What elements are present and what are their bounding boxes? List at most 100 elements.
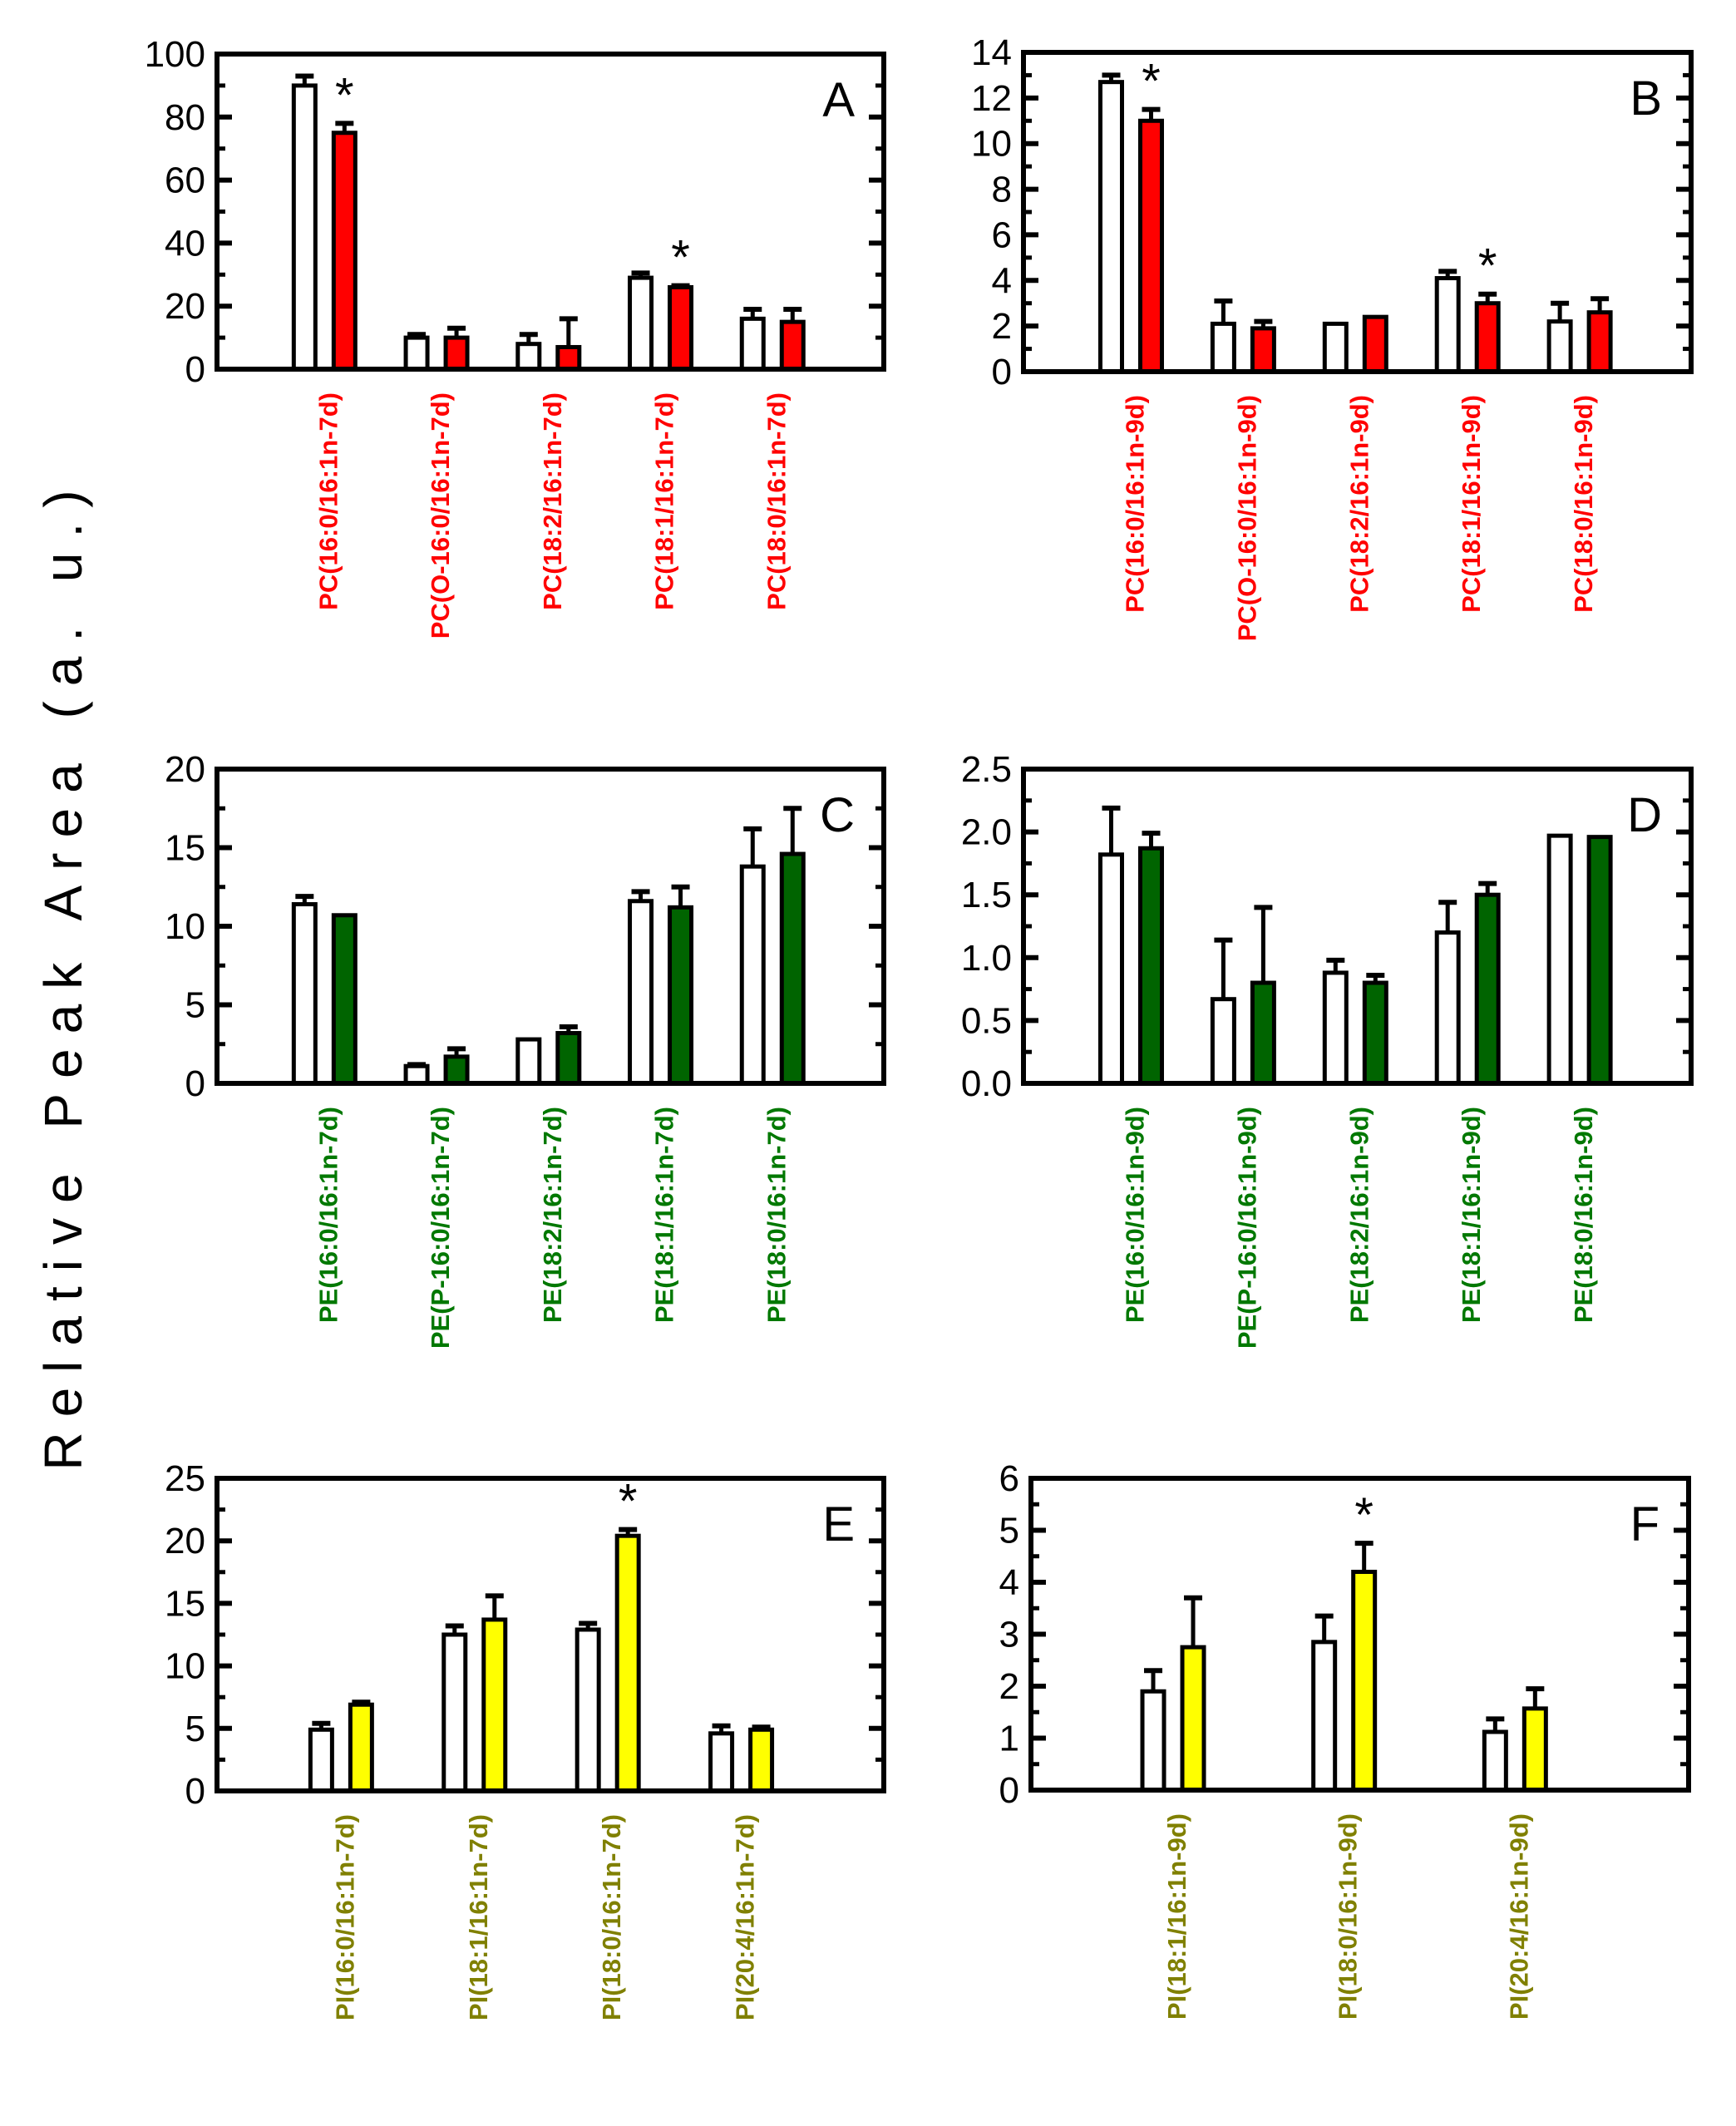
panel-letter: C xyxy=(820,788,855,842)
x-category-label: PE(18:0/16:1n-7d) xyxy=(762,1107,791,1323)
x-category-label: PC(O-16:0/16:1n-7d) xyxy=(426,392,455,639)
x-category-label: PC(18:2/16:1n-7d) xyxy=(538,392,567,610)
y-tick-label: 14 xyxy=(971,32,1012,73)
panel-d: 0.0 0.5 1.0 1.5 2.0 2.5 PE(16:0/16:1n-9d) PE(P-… xyxy=(961,749,1694,1349)
y-axis-label: Relative Peak Area (a. u.) xyxy=(33,475,93,1470)
y-tick-label: 1.5 xyxy=(961,875,1012,915)
bar-control xyxy=(628,275,654,372)
y-tick-label: 0.5 xyxy=(961,1000,1012,1041)
bar-control xyxy=(575,1627,601,1793)
bar-treated xyxy=(1362,980,1388,1086)
bar-treated xyxy=(555,1031,582,1086)
bar-control xyxy=(403,335,430,372)
bar-control xyxy=(1482,1729,1508,1793)
plot-frame xyxy=(215,767,886,1086)
plot-frame xyxy=(215,1476,886,1793)
bar-control xyxy=(515,1037,542,1086)
panel-c: 0 5 10 15 20 PE(16:0/16:1n-7d) PE(P-16:0/16:1n… xyxy=(165,749,886,1349)
plot-frame xyxy=(215,52,886,372)
bar-control xyxy=(308,1727,334,1793)
x-category-label: PE(16:0/16:1n-9d) xyxy=(1120,1107,1149,1323)
x-category-label: PC(18:2/16:1n-9d) xyxy=(1344,395,1374,613)
bar-treated xyxy=(331,913,358,1086)
panel-a: 0 20 40 60 80 100 * PC(16:0/16:1n-7d) PC(O-16:0/… xyxy=(145,34,886,639)
bar-treated xyxy=(1137,846,1164,1086)
y-tick-label: 1.0 xyxy=(961,938,1012,979)
y-tick-label: 10 xyxy=(165,1646,205,1687)
bar-treated xyxy=(1250,326,1276,374)
y-tick-label: 100 xyxy=(145,34,205,75)
x-category-label: PE(18:2/16:1n-9d) xyxy=(1344,1107,1374,1323)
y-tick-label: 0.0 xyxy=(961,1063,1012,1104)
bar-treated xyxy=(1250,980,1276,1086)
bar-treated xyxy=(481,1617,508,1793)
bar-treated xyxy=(614,1533,641,1793)
x-category-label: PI(20:4/16:1n-9d) xyxy=(1504,1813,1533,2020)
y-tick-label: 40 xyxy=(165,223,205,264)
y-tick-label: 4 xyxy=(992,260,1012,301)
x-category-label: PI(16:0/16:1n-7d) xyxy=(330,1814,359,2020)
y-tick-label: 60 xyxy=(165,160,205,201)
bar-treated xyxy=(1521,1706,1548,1793)
y-tick-label: 4 xyxy=(999,1562,1019,1603)
x-category-label: PC(18:1/16:1n-9d) xyxy=(1457,395,1486,613)
y-tick-label: 5 xyxy=(999,1511,1019,1551)
bar-treated xyxy=(555,344,582,372)
y-tick-label: 5 xyxy=(185,985,205,1026)
bar-control xyxy=(1311,1640,1338,1793)
y-tick-label: 2.5 xyxy=(961,749,1012,790)
panel-letter: A xyxy=(822,73,855,127)
bar-control xyxy=(1210,321,1236,374)
panel-letter: F xyxy=(1630,1497,1660,1551)
panel-letter: B xyxy=(1630,72,1662,126)
significance-star: * xyxy=(1142,55,1161,109)
bar-treated xyxy=(1474,301,1501,374)
bar-control xyxy=(441,1632,468,1793)
bar-treated xyxy=(1180,1645,1206,1793)
x-category-label: PE(18:0/16:1n-9d) xyxy=(1569,1107,1598,1323)
bar-treated xyxy=(779,319,806,372)
bar-control xyxy=(1322,970,1349,1086)
bar-treated xyxy=(443,1054,470,1086)
x-category-label: PC(O-16:0/16:1n-9d) xyxy=(1232,395,1261,641)
y-tick-label: 1 xyxy=(999,1719,1019,1759)
x-category-label: PI(18:0/16:1n-7d) xyxy=(597,1814,626,2020)
plot-frame xyxy=(1021,767,1694,1086)
x-category-label: PE(16:0/16:1n-7d) xyxy=(313,1107,343,1323)
y-tick-label: 6 xyxy=(992,215,1012,255)
bar-treated xyxy=(748,1727,775,1793)
x-category-label: PE(18:2/16:1n-7d) xyxy=(538,1107,567,1323)
x-category-label: PE(18:1/16:1n-9d) xyxy=(1457,1107,1486,1323)
bar-control xyxy=(1097,852,1124,1086)
bar-control xyxy=(1434,276,1461,374)
bar-control xyxy=(1434,930,1461,1086)
bar-treated xyxy=(443,335,470,372)
bar-control xyxy=(1097,80,1124,374)
bar-control xyxy=(515,342,542,372)
y-tick-label: 80 xyxy=(165,97,205,138)
bar-control xyxy=(1210,997,1236,1086)
plot-frame xyxy=(1028,1476,1691,1793)
x-category-label: PI(18:1/16:1n-9d) xyxy=(1162,1813,1191,2020)
y-tick-label: 20 xyxy=(165,1521,205,1561)
panel-f: 0 1 2 3 4 5 6 PI(18:1/16:1n-9d) * PI(18:0/16:1n-9… xyxy=(999,1458,1691,2020)
x-category-label: PI(18:0/16:1n-9d) xyxy=(1334,1813,1363,2020)
bar-treated xyxy=(1586,835,1613,1086)
bar-treated xyxy=(348,1702,374,1793)
y-tick-label: 15 xyxy=(165,828,205,869)
y-tick-label: 0 xyxy=(185,349,205,390)
panel-b: 0 2 4 6 8 10 12 14 * PC(16:0/16:1n-9d) PC(O-16:0/1… xyxy=(971,32,1694,641)
bar-control xyxy=(1140,1689,1166,1793)
y-tick-label: 12 xyxy=(971,78,1012,119)
bar-control xyxy=(403,1063,430,1086)
significance-star: * xyxy=(335,68,354,122)
bar-control xyxy=(291,902,318,1086)
x-category-label: PE(P-16:0/16:1n-7d) xyxy=(426,1107,455,1349)
panel-letter: D xyxy=(1627,788,1662,842)
y-tick-label: 10 xyxy=(165,906,205,947)
bar-treated xyxy=(779,851,806,1086)
bar-control xyxy=(1322,321,1349,374)
panel-letter: E xyxy=(822,1497,855,1551)
significance-star: * xyxy=(1478,239,1497,293)
